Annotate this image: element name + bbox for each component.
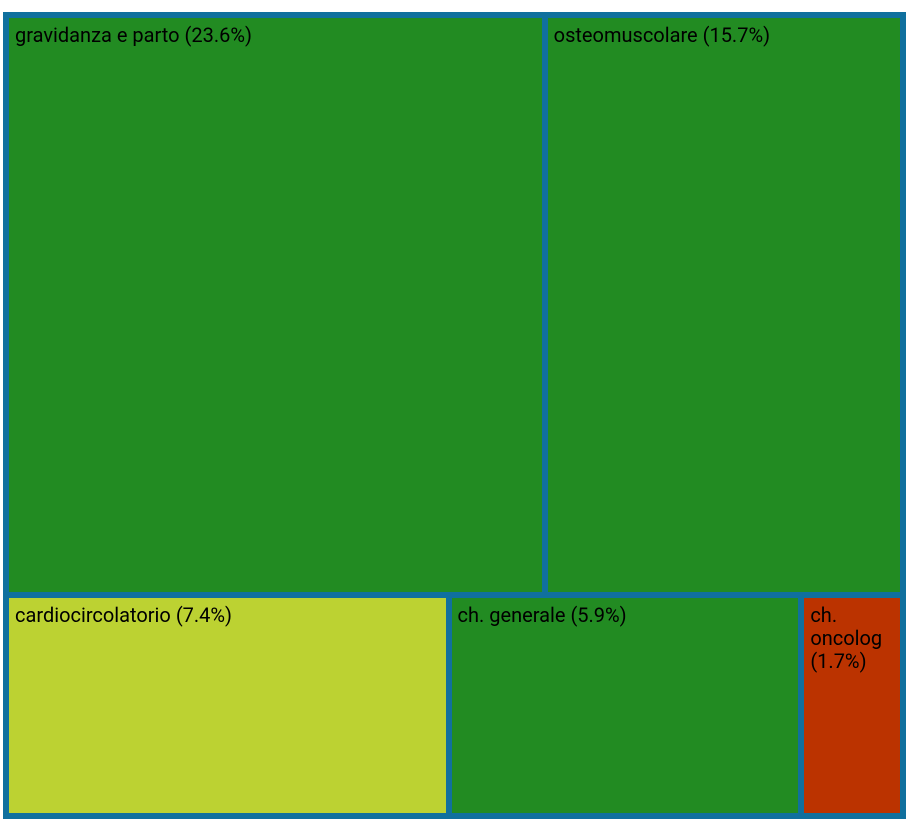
tile-label: gravidanza e parto (23.6%): [15, 24, 542, 47]
tile: cardiocircolatorio (7.4%): [6, 594, 449, 816]
tile: gravidanza e parto (23.6%): [6, 15, 545, 595]
tile: ch. generale (5.9%): [448, 594, 802, 816]
treemap-area: gravidanza e parto (23.6%) osteomuscolare(…: [6, 15, 903, 816]
tile-label: cardiocircolatorio (7.4%): [15, 602, 446, 627]
treemap: gravidanza e parto (23.6%) osteomuscolare(…: [3, 12, 906, 819]
value-label: (5.9%): [570, 602, 627, 627]
tile-label: osteomuscolare (15.7%): [554, 24, 900, 47]
value-label: (1.7%): [810, 648, 867, 673]
tile-label: ch. generale (5.9%): [457, 602, 799, 627]
tile-label: ch. oncolog(1.7%): [810, 602, 900, 673]
category-label: osteomuscolare: [553, 23, 698, 47]
category-label: gravidanza e parto: [15, 23, 180, 47]
tile: osteomuscolare (15.7%): [544, 15, 903, 595]
value-label: (23.6%): [184, 23, 252, 47]
category-label: ch. oncolog: [810, 602, 883, 650]
tile: ch. oncolog(1.7%): [801, 594, 903, 816]
value-label: (7.4%): [175, 602, 233, 627]
category-label: cardiocircolatorio: [15, 602, 171, 627]
value-label: (15.7%): [702, 23, 771, 47]
category-label: ch. generale: [457, 602, 566, 627]
